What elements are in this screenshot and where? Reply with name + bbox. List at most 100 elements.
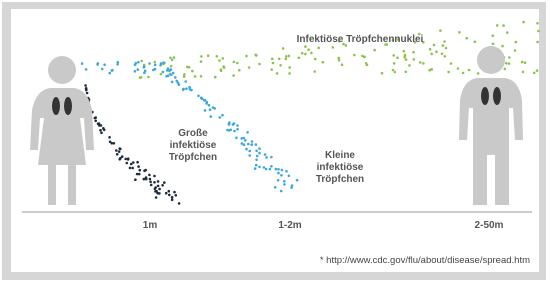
droplet [394, 71, 397, 74]
droplet [235, 137, 238, 140]
droplet [200, 75, 203, 78]
droplet [172, 72, 175, 75]
droplet [274, 186, 277, 189]
droplet [176, 80, 179, 83]
droplet [429, 48, 432, 51]
droplet [447, 71, 450, 74]
droplet [506, 31, 509, 34]
droplet [108, 72, 111, 75]
droplet [393, 62, 396, 65]
nuclei-label: Infektiöse Tröpfchennuklei [297, 34, 424, 45]
droplet [245, 148, 248, 151]
droplet [111, 69, 114, 72]
droplet [314, 58, 317, 61]
droplet [280, 174, 283, 177]
droplet [184, 80, 187, 83]
droplet [167, 74, 170, 77]
droplet [149, 181, 152, 184]
droplet [536, 22, 539, 25]
droplet [136, 161, 139, 164]
droplet [271, 58, 274, 61]
droplet [117, 61, 120, 64]
droplet [200, 97, 203, 100]
droplet [413, 58, 416, 61]
droplet [304, 53, 307, 56]
droplet [131, 167, 134, 170]
droplet [214, 76, 217, 79]
droplet [85, 68, 88, 71]
droplet [366, 64, 369, 67]
page: Infektiöse Tröpfchennuklei Große infekti… [0, 0, 551, 284]
droplet [233, 61, 236, 64]
droplet [200, 55, 203, 58]
droplet [258, 152, 261, 155]
droplet [435, 50, 438, 53]
droplet [94, 120, 97, 123]
droplet [100, 132, 103, 135]
droplet [173, 56, 176, 59]
droplet [241, 142, 244, 145]
droplet [430, 53, 433, 56]
droplet [119, 148, 122, 151]
droplet [183, 75, 186, 78]
droplet [143, 66, 146, 69]
droplet [255, 159, 258, 162]
droplet [222, 57, 225, 60]
droplet [396, 56, 399, 59]
droplet [288, 55, 291, 58]
droplet [138, 173, 141, 176]
droplet [86, 92, 89, 95]
droplet [232, 74, 235, 77]
droplet [403, 50, 406, 53]
droplet [152, 69, 155, 72]
droplet [265, 156, 268, 159]
droplet [155, 196, 158, 199]
droplet [433, 44, 436, 47]
droplet [188, 86, 191, 89]
droplet [238, 69, 241, 72]
droplet [439, 29, 442, 32]
droplet [158, 188, 161, 191]
droplet [223, 66, 226, 69]
droplet [457, 67, 460, 70]
footnote: * http://www.cdc.gov/flu/about/disease/s… [320, 255, 530, 266]
droplet [170, 74, 173, 77]
small-droplets-label: Tröpfchen [316, 174, 364, 185]
droplet [108, 136, 111, 139]
droplet [285, 58, 288, 61]
droplet [154, 190, 157, 193]
droplet [496, 24, 499, 27]
droplet [232, 123, 235, 126]
droplet [521, 61, 524, 64]
droplet [143, 170, 146, 173]
droplet [405, 71, 408, 74]
droplet [171, 81, 174, 84]
droplet [169, 57, 172, 60]
droplet [502, 24, 505, 27]
head [48, 56, 76, 84]
droplet [301, 52, 304, 55]
droplet [194, 75, 197, 78]
droplet [419, 61, 422, 64]
droplet [422, 62, 425, 65]
droplet [157, 180, 160, 183]
droplet [281, 169, 284, 172]
infographic: Infektiöse Tröpfchennuklei Große infekti… [0, 0, 551, 284]
droplet [148, 174, 151, 177]
lung [52, 97, 60, 115]
head [477, 46, 505, 74]
droplet [186, 66, 189, 69]
droplet [310, 52, 313, 55]
droplet [533, 72, 536, 75]
droplet [174, 76, 177, 79]
droplet [154, 64, 157, 67]
droplet [221, 114, 224, 117]
droplet [322, 61, 325, 64]
droplet [505, 62, 508, 65]
droplet [445, 47, 448, 50]
droplet [160, 62, 163, 65]
droplet [264, 153, 267, 156]
droplet [412, 51, 415, 54]
droplet [251, 143, 254, 146]
droplet [236, 62, 239, 65]
